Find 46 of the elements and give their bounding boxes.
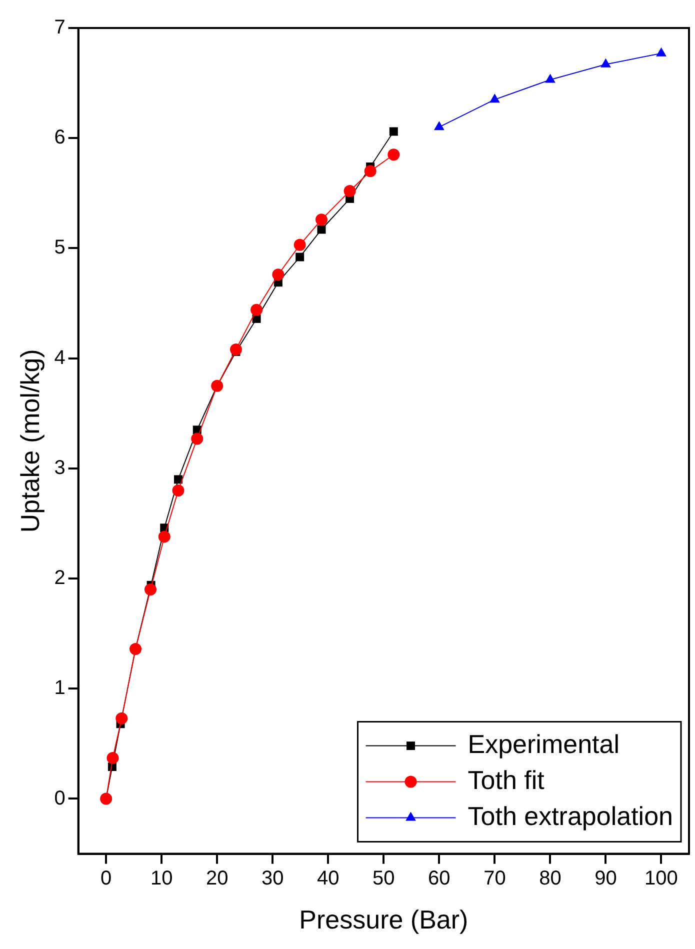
point xyxy=(294,238,306,251)
point xyxy=(144,584,156,596)
x-tick-label: 20 xyxy=(206,867,228,890)
legend-label: Experimental xyxy=(468,728,620,759)
point xyxy=(364,165,376,178)
x-tick-label: 50 xyxy=(372,867,395,890)
x-tick-label: 70 xyxy=(484,867,506,890)
x-tick-label: 60 xyxy=(428,867,450,890)
y-tick-label: 2 xyxy=(54,567,66,590)
point xyxy=(172,484,184,496)
y-tick-label: 5 xyxy=(54,236,66,259)
point xyxy=(191,432,204,445)
legend-label: Toth extrapolation xyxy=(468,800,674,831)
y-axis-title: Uptake (mol/kg) xyxy=(14,349,45,533)
point xyxy=(116,712,128,724)
point xyxy=(434,121,444,130)
x-tick-label: 10 xyxy=(150,867,173,890)
point xyxy=(158,530,170,543)
x-tick-label: 30 xyxy=(262,867,284,890)
y-tick-label: 0 xyxy=(54,787,66,810)
y-tick-label: 6 xyxy=(54,126,66,149)
point xyxy=(317,225,326,234)
point xyxy=(250,304,263,316)
x-tick-label: 100 xyxy=(644,867,678,890)
point xyxy=(600,58,611,68)
point xyxy=(656,47,666,56)
point xyxy=(315,214,328,226)
point xyxy=(389,127,398,136)
y-tick-label: 3 xyxy=(54,456,66,479)
point xyxy=(388,148,400,161)
point xyxy=(344,184,356,197)
point xyxy=(272,268,284,281)
point xyxy=(296,252,304,262)
legend-label: Toth fit xyxy=(468,764,546,795)
y-tick-label: 7 xyxy=(54,16,66,39)
y-tick-label: 1 xyxy=(54,677,66,700)
point xyxy=(545,74,556,83)
x-tick-label: 90 xyxy=(594,867,617,890)
x-tick-label: 40 xyxy=(317,867,340,890)
x-axis-title: Pressure (Bar) xyxy=(299,904,468,935)
point xyxy=(490,94,500,103)
x-tick-label: 0 xyxy=(100,867,112,890)
point xyxy=(174,475,182,484)
x-tick-label: 80 xyxy=(539,867,562,890)
y-tick-label: 4 xyxy=(54,346,66,369)
point xyxy=(106,752,119,764)
